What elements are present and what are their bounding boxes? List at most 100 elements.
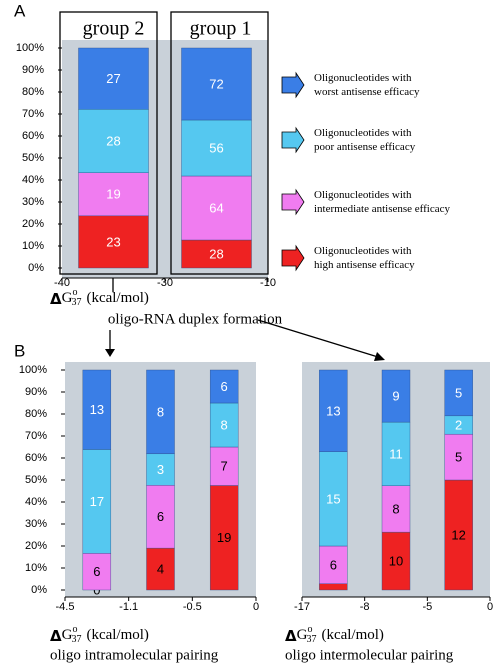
data-label: 6 <box>93 564 100 579</box>
x-axis-title-part: Δ <box>50 290 62 308</box>
data-label: 19 <box>217 530 231 545</box>
arrow-head <box>105 349 115 357</box>
data-label: 4 <box>157 561 164 576</box>
data-label: 8 <box>392 501 399 516</box>
bar-segment <box>146 369 175 455</box>
bar-segment <box>444 479 473 591</box>
x-axis-title: ΔGo 37 (kcal/mol) <box>50 624 149 645</box>
data-label: 8 <box>221 417 228 432</box>
x-axis-title: ΔGo 37 (kcal/mol) <box>50 287 149 308</box>
bar-segment <box>209 369 239 404</box>
y-tick-label: 100% <box>16 42 44 54</box>
bar-segment <box>444 369 473 417</box>
x-axis-title-part: o <box>72 624 77 635</box>
legend-label: Oligonucleotides with high antisense eff… <box>314 245 415 271</box>
x-axis-title-part: 37 <box>306 634 316 645</box>
data-label: 23 <box>106 234 120 249</box>
data-label: 6 <box>330 557 337 572</box>
x-axis-subtitle: oligo-RNA duplex formation <box>108 311 283 327</box>
bar-segment <box>319 369 348 452</box>
data-label: 64 <box>209 200 223 215</box>
x-tick-label: -17 <box>294 601 310 613</box>
bar-segment <box>181 175 252 241</box>
arrow <box>257 319 379 358</box>
bar-segment <box>78 47 149 110</box>
bar-segment <box>146 485 175 549</box>
legend-label: Oligonucleotides with worst antisense ef… <box>314 72 420 98</box>
y-tick-label: 50% <box>22 152 44 164</box>
x-axis-title-part: Δ <box>50 627 62 645</box>
y-tick-label: 0% <box>28 262 44 274</box>
x-tick-label: -4.5 <box>56 601 75 613</box>
bar-segment <box>209 485 239 591</box>
bar-segment <box>181 119 252 177</box>
y-tick-label: 60% <box>22 130 44 142</box>
x-tick-label: -5 <box>422 601 432 613</box>
y-tick-label: 80% <box>22 86 44 98</box>
bar-segment <box>381 421 411 486</box>
data-label: 11 <box>389 446 403 461</box>
y-tick-label: 40% <box>25 496 47 508</box>
bar-segment <box>381 369 411 423</box>
data-label: 13 <box>90 402 104 417</box>
bar-segment <box>444 433 473 481</box>
data-label: 6 <box>221 379 228 394</box>
data-label: 15 <box>326 491 340 506</box>
y-tick-label: 100% <box>19 364 47 376</box>
data-label: 8 <box>157 404 164 419</box>
bar-segment <box>209 402 239 448</box>
data-label: 5 <box>455 385 462 400</box>
x-tick-label: 0 <box>487 601 493 613</box>
data-label: 19 <box>106 187 120 202</box>
data-label: 5 <box>455 450 462 465</box>
bar-segment <box>78 172 149 217</box>
y-tick-label: 50% <box>25 474 47 486</box>
panel-label: A <box>14 1 26 20</box>
data-label: 7 <box>221 459 228 474</box>
data-label: 3 <box>157 462 164 477</box>
x-axis-title-part: G <box>297 627 308 643</box>
y-tick-label: 70% <box>22 108 44 120</box>
x-axis-title-part: o <box>307 624 312 635</box>
data-label: 56 <box>209 140 223 155</box>
bar-segment <box>78 109 149 173</box>
group-box <box>170 11 269 275</box>
x-tick-label: -40 <box>54 277 70 289</box>
x-axis-title-part: (kcal/mol) <box>321 627 383 643</box>
legend-swatch <box>281 126 305 154</box>
legend-swatch <box>281 188 305 216</box>
y-tick-label: 0% <box>31 584 47 596</box>
bar-segment <box>78 215 149 269</box>
y-tick-label: 90% <box>25 386 47 398</box>
data-label: 9 <box>392 388 399 403</box>
bar-segment <box>146 547 175 591</box>
y-tick-label: 20% <box>25 540 47 552</box>
group-label: group 2 <box>83 18 145 40</box>
x-axis-title-part: 37 <box>71 297 81 308</box>
bar-segment <box>82 369 112 450</box>
bar-segment <box>319 583 348 591</box>
x-axis-title-part: G <box>62 290 73 306</box>
bar-segment <box>82 449 112 554</box>
y-tick-label: 20% <box>22 218 44 230</box>
panel-label: B <box>14 341 25 360</box>
x-tick-label: -1.1 <box>119 601 138 613</box>
data-label: 12 <box>451 527 465 542</box>
y-tick-label: 30% <box>25 518 47 530</box>
bar-segment <box>82 553 112 591</box>
group-label: group 1 <box>190 18 252 40</box>
data-label: 17 <box>90 494 104 509</box>
bar-segment <box>181 47 252 121</box>
x-tick-label: -8 <box>360 601 370 613</box>
y-tick-label: 10% <box>25 562 47 574</box>
data-label: 72 <box>209 76 223 91</box>
x-axis-subtitle: oligo intermolecular pairing <box>285 647 454 663</box>
bar-segment <box>181 239 252 269</box>
bar-segment <box>209 446 239 486</box>
legend-swatch <box>281 244 305 272</box>
arrow-head <box>374 352 385 361</box>
group-box <box>59 11 158 275</box>
y-tick-label: 30% <box>22 196 44 208</box>
